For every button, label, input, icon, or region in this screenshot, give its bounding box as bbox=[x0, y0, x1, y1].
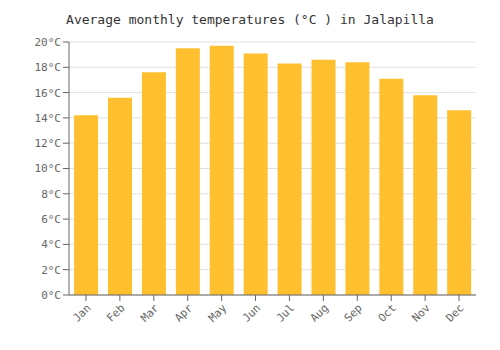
svg-text:Aug: Aug bbox=[308, 301, 331, 324]
svg-text:Jun: Jun bbox=[240, 301, 263, 324]
svg-text:18°C: 18°C bbox=[35, 61, 62, 74]
svg-text:Feb: Feb bbox=[104, 301, 127, 324]
svg-text:Oct: Oct bbox=[376, 301, 399, 324]
svg-text:Jan: Jan bbox=[70, 301, 93, 324]
svg-text:0°C: 0°C bbox=[41, 289, 61, 302]
svg-text:Nov: Nov bbox=[410, 301, 434, 325]
svg-text:Mar: Mar bbox=[138, 301, 162, 325]
svg-text:12°C: 12°C bbox=[35, 137, 62, 150]
svg-text:May: May bbox=[206, 301, 230, 325]
svg-text:Apr: Apr bbox=[172, 301, 196, 325]
svg-text:20°C: 20°C bbox=[35, 36, 62, 49]
svg-text:16°C: 16°C bbox=[35, 87, 62, 100]
svg-text:Dec: Dec bbox=[443, 301, 466, 324]
svg-text:14°C: 14°C bbox=[35, 112, 62, 125]
svg-text:Jul: Jul bbox=[274, 301, 297, 324]
html-text:Average monthly temperatures (: Average monthly temperatures (°C ) in Ja… bbox=[66, 12, 434, 27]
svg-text:2°C: 2°C bbox=[41, 264, 61, 277]
svg-text:6°C: 6°C bbox=[41, 213, 61, 226]
svg-text:4°C: 4°C bbox=[41, 238, 61, 251]
svg-text:Sep: Sep bbox=[342, 301, 365, 324]
svg-text:10°C: 10°C bbox=[35, 162, 62, 175]
svg-text:8°C: 8°C bbox=[41, 188, 61, 201]
